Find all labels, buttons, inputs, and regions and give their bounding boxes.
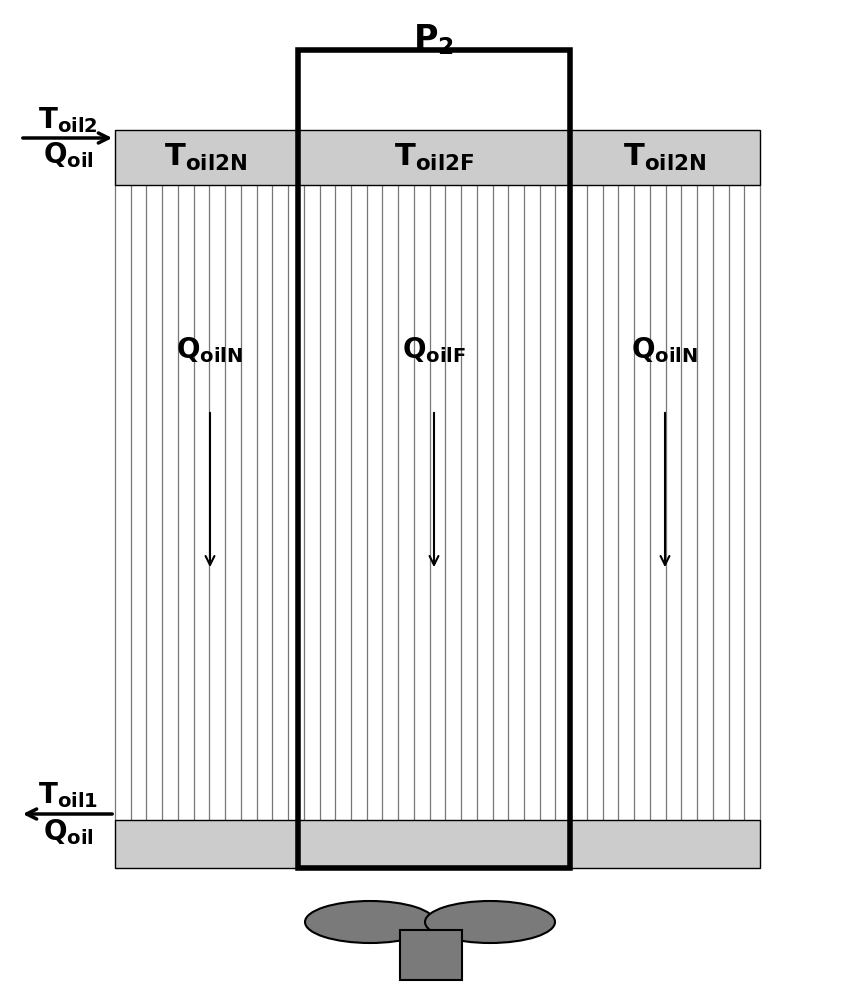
Text: $\mathbf{T_{oil2N}}$: $\mathbf{T_{oil2N}}$ [165, 141, 248, 173]
Text: $\mathbf{T_{oil2F}}$: $\mathbf{T_{oil2F}}$ [394, 141, 474, 173]
Bar [115, 820, 760, 868]
Ellipse shape [305, 901, 435, 943]
Text: $\mathbf{P_2}$: $\mathbf{P_2}$ [414, 23, 454, 57]
Ellipse shape [425, 901, 555, 943]
Bar [400, 930, 462, 980]
Text: $\mathbf{Q_{oil}}$: $\mathbf{Q_{oil}}$ [42, 140, 94, 170]
Bar [298, 50, 570, 868]
Text: $\mathbf{Q_{oilN}}$: $\mathbf{Q_{oilN}}$ [177, 335, 244, 365]
Text: $\mathbf{Q_{oil}}$: $\mathbf{Q_{oil}}$ [42, 817, 94, 847]
Text: $\mathbf{T_{oil2N}}$: $\mathbf{T_{oil2N}}$ [623, 141, 707, 173]
Text: $\mathbf{Q_{oilF}}$: $\mathbf{Q_{oilF}}$ [402, 335, 466, 365]
Text: $\mathbf{T_{oil1}}$: $\mathbf{T_{oil1}}$ [38, 780, 98, 810]
Text: $\mathbf{T_{oil2}}$: $\mathbf{T_{oil2}}$ [38, 105, 98, 135]
Text: $\mathbf{Q_{oilN}}$: $\mathbf{Q_{oilN}}$ [631, 335, 699, 365]
Bar [115, 130, 760, 185]
